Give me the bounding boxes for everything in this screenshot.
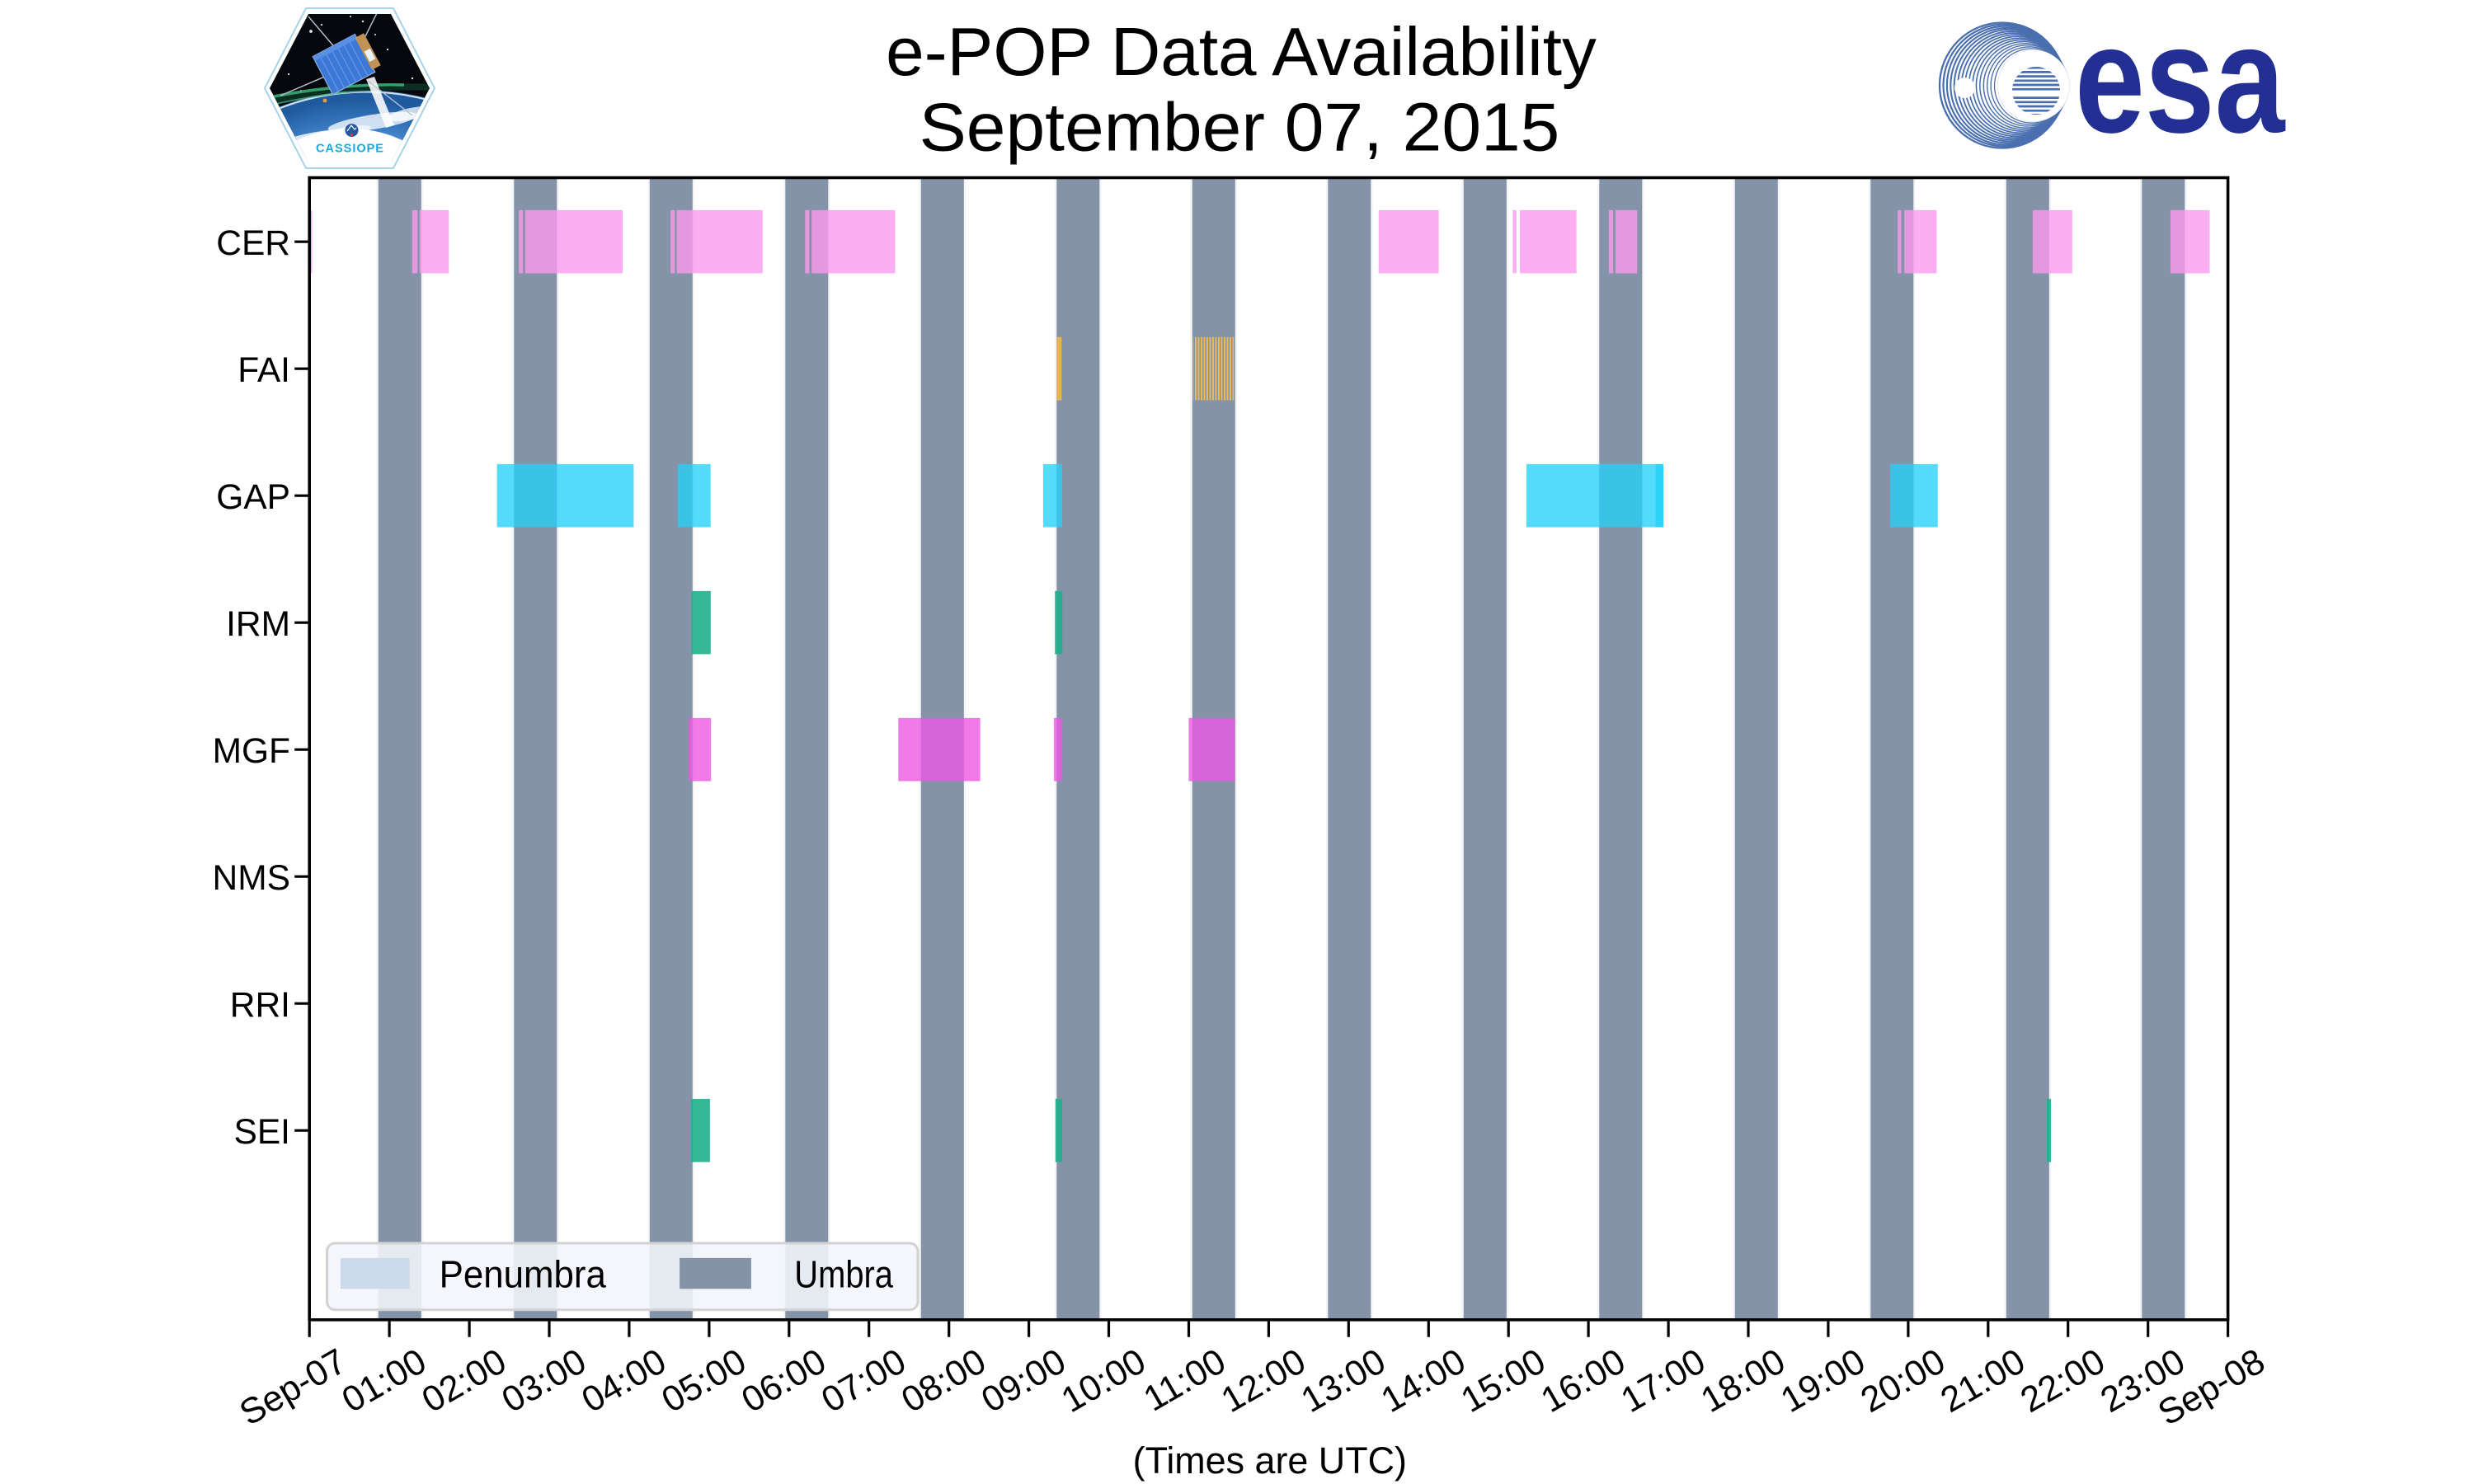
svg-text:e-POP Data Availability: e-POP Data Availability <box>886 13 1597 90</box>
svg-text:esa: esa <box>2075 0 2286 165</box>
svg-text:FAI: FAI <box>238 351 290 390</box>
svg-text:Penumbra: Penumbra <box>440 1252 607 1295</box>
svg-text:SEI: SEI <box>233 1113 290 1152</box>
svg-text:MGF: MGF <box>213 732 290 771</box>
svg-text:NMS: NMS <box>213 859 290 898</box>
svg-text:September 07, 2015: September 07, 2015 <box>920 89 1560 166</box>
svg-text:Umbra: Umbra <box>794 1252 893 1295</box>
svg-text:(Times are UTC): (Times are UTC) <box>1133 1439 1407 1482</box>
svg-text:CASSIOPE: CASSIOPE <box>316 143 384 156</box>
svg-text:GAP: GAP <box>216 478 290 517</box>
svg-text:RRI: RRI <box>230 986 290 1025</box>
svg-text:CER: CER <box>216 224 290 263</box>
svg-text:IRM: IRM <box>226 605 290 644</box>
